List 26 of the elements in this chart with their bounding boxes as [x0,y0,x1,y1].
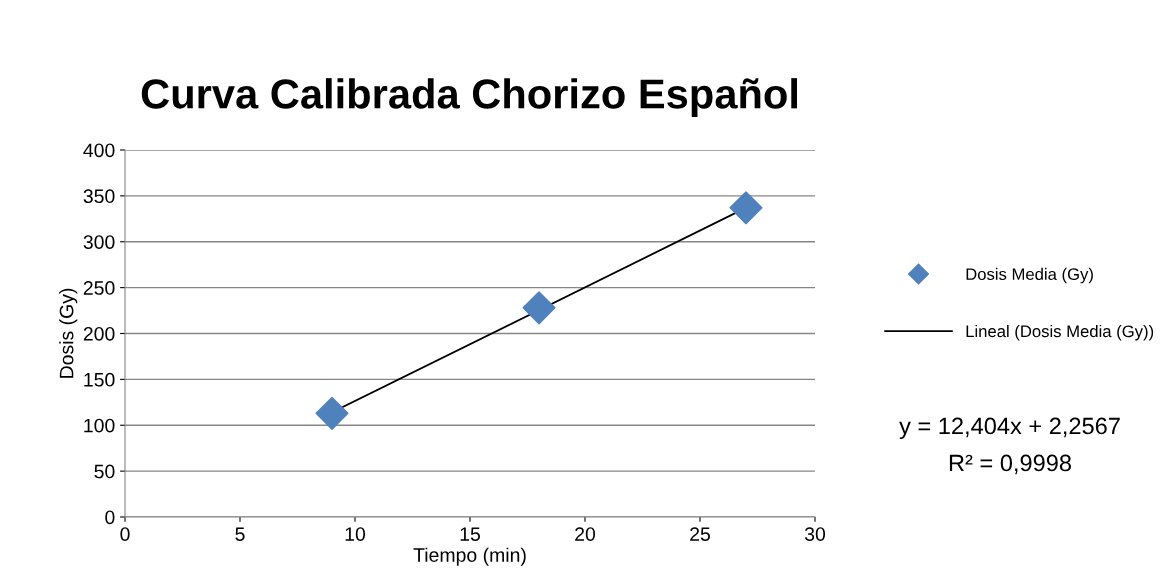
x-tick-label: 25 [690,527,710,541]
chart-title: Curva Calibrada Chorizo Español [141,78,797,117]
point [729,191,763,225]
y-tick-label: 0 [105,510,115,525]
point [315,396,349,430]
text: R² = 0,9998 [949,454,1071,475]
y-tick-label: 400 [83,143,115,158]
y-tick-label: 300 [83,235,115,249]
y-tick-label: 200 [83,326,115,341]
legend-label: Dosis Media (Gy) [966,267,1093,284]
y-tick-label: 250 [83,281,115,295]
point [522,291,556,325]
y-tick-label: 50 [94,464,115,479]
text: y = 12,404x + 2,2567 [899,417,1120,439]
x-tick-label: 5 [235,527,245,541]
x-axis-title: Tiempo (min) [413,547,526,566]
legend-label: Lineal (Dosis Media (Gy)) [966,324,1154,341]
y-tick-label: 350 [83,189,115,204]
y-tick-label: 100 [84,418,115,433]
y-axis-title: Dosis (Gy) [59,288,78,378]
x-tick-label: 30 [804,527,826,541]
y-tick-label: 150 [84,372,115,387]
x-tick-label: 20 [575,527,596,541]
x-tick-label: 0 [120,527,130,541]
x-tick-label: 15 [460,527,480,541]
x-tick-label: 10 [345,527,366,541]
